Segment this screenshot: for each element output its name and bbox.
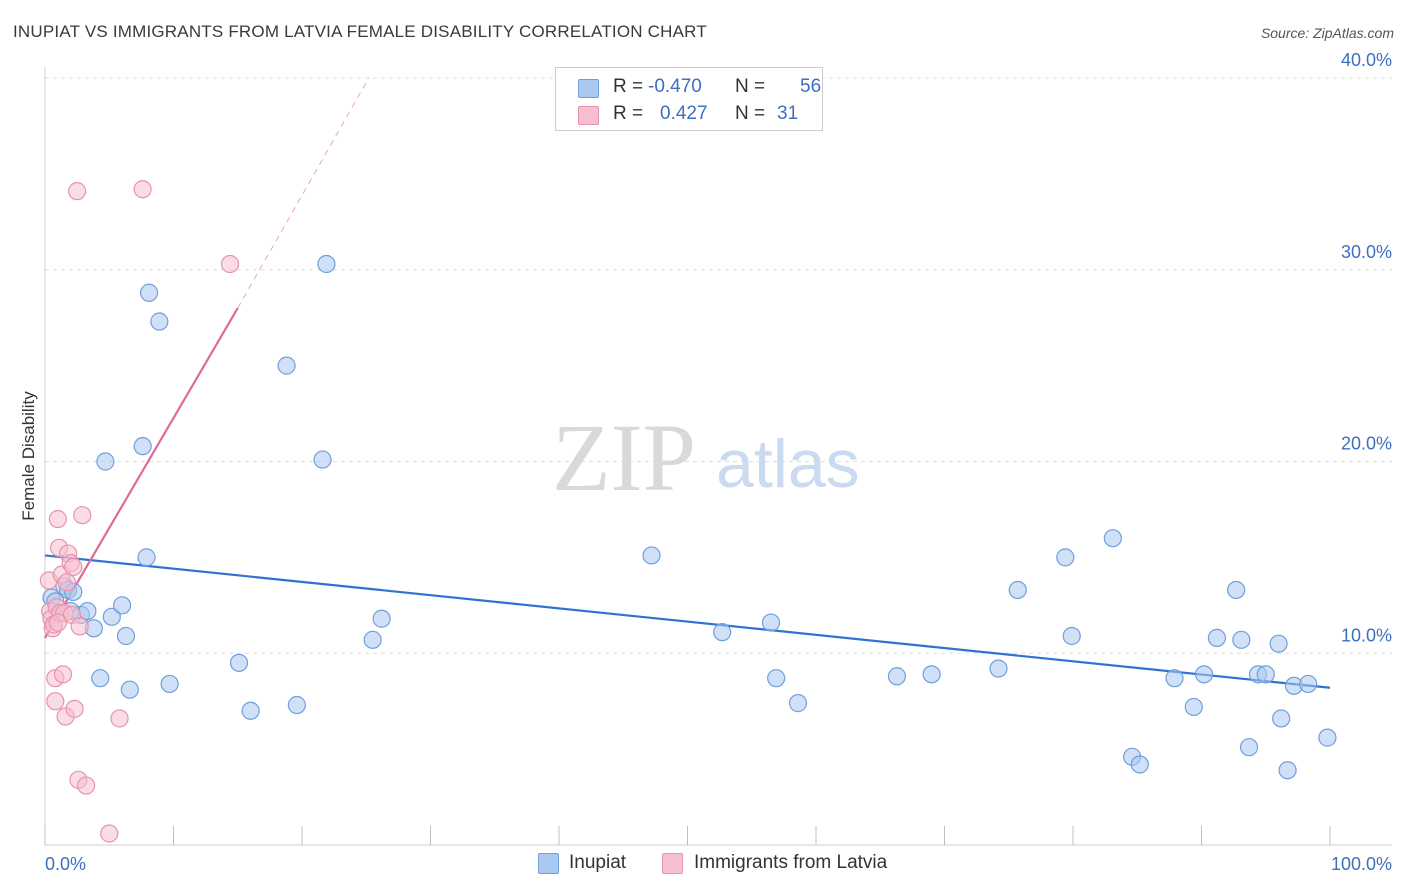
inupiat-point bbox=[313, 450, 332, 469]
latvia-point bbox=[220, 254, 240, 274]
latvia-point bbox=[70, 617, 89, 636]
inupiat-point bbox=[287, 695, 306, 715]
legend-r-label: R = bbox=[613, 103, 644, 124]
latvia-point bbox=[53, 665, 73, 684]
latvia-point bbox=[48, 509, 67, 529]
latvia-trendline bbox=[44, 307, 239, 639]
inupiat-point bbox=[642, 546, 661, 565]
inupiat-point bbox=[989, 659, 1008, 678]
legend-label-latvia: Immigrants from Latvia bbox=[694, 852, 888, 873]
watermark: ZIP atlas bbox=[552, 404, 860, 511]
legend-swatch-pink bbox=[578, 106, 599, 125]
inupiat-point bbox=[1062, 626, 1081, 646]
inupiat-point bbox=[1207, 628, 1227, 648]
legend-n-value: 56 bbox=[800, 76, 822, 97]
inupiat-point bbox=[1239, 738, 1259, 757]
inupiat-point bbox=[241, 701, 260, 720]
gridlines bbox=[45, 77, 1392, 654]
inupiat-point bbox=[1278, 761, 1297, 780]
inupiat-point bbox=[1272, 709, 1291, 728]
inupiat-point bbox=[1269, 634, 1288, 653]
y-tick-label: 20.0% bbox=[1341, 434, 1392, 454]
x-tick-label: 0.0% bbox=[45, 854, 86, 874]
inupiat-point bbox=[139, 283, 159, 302]
inupiat-point bbox=[372, 609, 391, 628]
latvia-point bbox=[48, 613, 67, 632]
chart-title: INUPIAT VS IMMIGRANTS FROM LATVIA FEMALE… bbox=[13, 22, 707, 41]
legend-r-label: R = bbox=[613, 76, 644, 97]
inupiat-point bbox=[150, 312, 169, 331]
x-tick-label: 100.0% bbox=[1331, 854, 1392, 874]
inupiat-point bbox=[767, 669, 786, 688]
latvia-point bbox=[64, 557, 83, 577]
inupiat-point bbox=[1056, 548, 1075, 567]
source-credit: Source: ZipAtlas.com bbox=[1260, 25, 1394, 41]
trendlines bbox=[44, 77, 1331, 689]
inupiat-point bbox=[317, 254, 336, 274]
latvia-point bbox=[133, 180, 152, 199]
latvia-point bbox=[46, 692, 65, 711]
legend-swatch-pink bbox=[662, 853, 683, 874]
inupiat-point bbox=[1227, 580, 1246, 600]
y-tick-label: 30.0% bbox=[1341, 242, 1392, 262]
latvia-point bbox=[110, 709, 129, 728]
latvia-point bbox=[73, 506, 92, 525]
watermark-atlas: atlas bbox=[716, 426, 860, 502]
inupiat-point bbox=[102, 607, 121, 626]
data-points bbox=[39, 180, 1337, 843]
legend-swatch-blue bbox=[578, 79, 599, 98]
inupiat-point bbox=[116, 626, 136, 646]
inupiat-trendline bbox=[44, 554, 1331, 689]
inupiat-point bbox=[78, 601, 97, 621]
inupiat-point bbox=[137, 548, 156, 567]
latvia-point bbox=[68, 182, 87, 201]
inupiat-point bbox=[120, 680, 139, 699]
inupiat-point bbox=[761, 613, 781, 632]
legend-swatch-blue bbox=[538, 853, 559, 874]
inupiat-point bbox=[1130, 755, 1149, 774]
inupiat-point bbox=[91, 669, 110, 688]
latvia-point bbox=[57, 573, 76, 592]
inupiat-point bbox=[1184, 697, 1203, 717]
inupiat-point bbox=[1256, 665, 1275, 684]
inupiat-point bbox=[713, 623, 732, 642]
watermark-zip: ZIP bbox=[552, 404, 696, 511]
y-axis-title: Female Disability bbox=[19, 391, 38, 521]
inupiat-point bbox=[1165, 669, 1184, 688]
legend-r-value: -0.470 bbox=[648, 76, 702, 97]
tick-labels: 10.0% 20.0% 30.0% 40.0% 0.0% 100.0% bbox=[45, 50, 1392, 874]
inupiat-point bbox=[887, 667, 907, 686]
inupiat-point bbox=[1299, 674, 1318, 694]
inupiat-point bbox=[1318, 728, 1337, 747]
y-tick-label: 10.0% bbox=[1341, 625, 1392, 645]
y-tick-label: 40.0% bbox=[1341, 50, 1392, 70]
inupiat-point bbox=[922, 665, 941, 684]
legend-label-inupiat: Inupiat bbox=[569, 852, 627, 873]
inupiat-point bbox=[1008, 580, 1027, 600]
inupiat-point bbox=[1232, 630, 1251, 649]
legend-n-value: 31 bbox=[777, 103, 799, 124]
latvia-point bbox=[77, 776, 96, 795]
inupiat-point bbox=[1103, 529, 1122, 548]
inupiat-point bbox=[133, 437, 152, 456]
latvia-point bbox=[100, 824, 119, 843]
legend-r-value: 0.427 bbox=[660, 103, 708, 124]
inupiat-point bbox=[229, 653, 249, 672]
inupiat-point bbox=[788, 694, 808, 713]
inupiat-point bbox=[363, 630, 382, 649]
legend-n-label: N = bbox=[735, 103, 766, 124]
latvia-trendline-extension bbox=[237, 77, 370, 309]
inupiat-point bbox=[1194, 665, 1214, 684]
axes bbox=[44, 67, 1392, 846]
inupiat-point bbox=[277, 356, 296, 375]
inupiat-point bbox=[96, 452, 115, 471]
inupiat-point bbox=[160, 674, 179, 694]
inupiat-point bbox=[112, 596, 132, 615]
stats-legend: R = -0.470 N = 56 R = 0.427 N = 31 bbox=[555, 67, 823, 131]
latvia-point bbox=[65, 699, 84, 718]
legend-n-label: N = bbox=[735, 76, 766, 97]
